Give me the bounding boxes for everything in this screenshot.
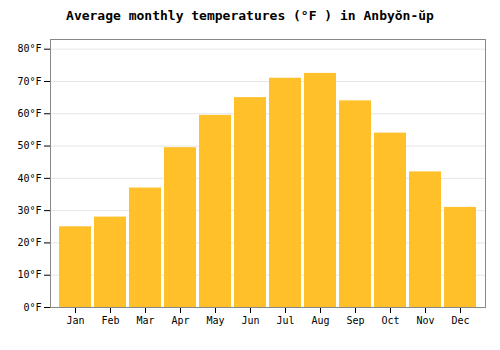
svg-text:40°F: 40°F — [17, 173, 41, 184]
svg-text:Feb: Feb — [101, 315, 119, 326]
svg-text:50°F: 50°F — [17, 140, 41, 151]
svg-text:30°F: 30°F — [17, 205, 41, 216]
svg-text:Aug: Aug — [311, 315, 329, 326]
svg-text:80°F: 80°F — [17, 43, 41, 54]
svg-text:Jan: Jan — [66, 315, 84, 326]
svg-text:Jun: Jun — [241, 315, 259, 326]
svg-text:20°F: 20°F — [17, 237, 41, 248]
svg-text:Sep: Sep — [346, 315, 364, 326]
svg-text:Oct: Oct — [381, 315, 399, 326]
svg-text:70°F: 70°F — [17, 76, 41, 87]
svg-text:10°F: 10°F — [17, 269, 41, 280]
svg-text:60°F: 60°F — [17, 108, 41, 119]
svg-text:Jul: Jul — [276, 315, 294, 326]
html-text:Average monthly temperatures (: Average monthly temperatures (°F ) in An… — [66, 8, 434, 23]
svg-text:0°F: 0°F — [23, 302, 41, 313]
svg-text:Apr: Apr — [171, 315, 189, 326]
svg-text:Dec: Dec — [451, 315, 469, 326]
svg-text:May: May — [206, 315, 224, 326]
svg-text:Nov: Nov — [416, 315, 434, 326]
svg-text:Mar: Mar — [136, 315, 154, 326]
